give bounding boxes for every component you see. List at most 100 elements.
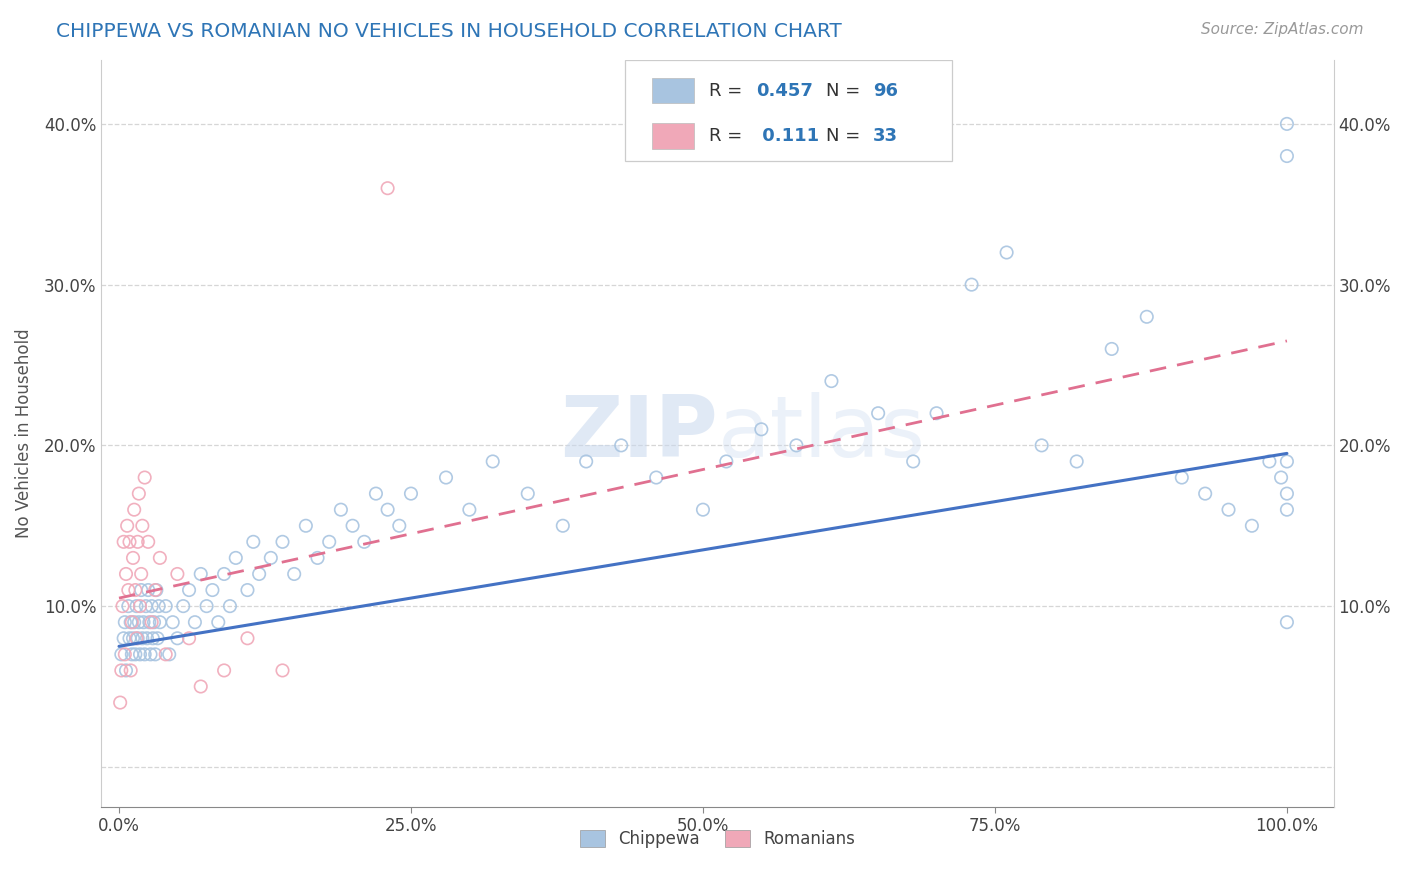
FancyBboxPatch shape [652, 78, 695, 103]
Point [129, 599, 152, 614]
Point [120, 615, 142, 630]
Point [481, 454, 503, 468]
Point [155, 599, 177, 614]
Text: CHIPPEWA VS ROMANIAN NO VEHICLES IN HOUSEHOLD CORRELATION CHART: CHIPPEWA VS ROMANIAN NO VEHICLES IN HOUS… [56, 22, 842, 41]
Point [960, 277, 983, 292]
Point [901, 454, 924, 468]
Point [1275, 117, 1298, 131]
Point [129, 566, 152, 581]
Point [135, 599, 157, 614]
Point [124, 648, 146, 662]
Point [134, 648, 156, 662]
Point [118, 534, 141, 549]
Point [219, 599, 242, 614]
Point [110, 664, 132, 678]
Point [128, 615, 150, 630]
Point [1218, 502, 1240, 516]
Point [114, 648, 136, 662]
Point [1101, 342, 1123, 356]
Point [283, 566, 305, 581]
Point [1240, 518, 1263, 533]
Point [149, 550, 172, 565]
Point [716, 454, 738, 468]
Point [111, 599, 134, 614]
Point [212, 664, 235, 678]
FancyBboxPatch shape [652, 123, 695, 149]
Point [1136, 310, 1159, 324]
Point [201, 582, 224, 597]
Point [318, 534, 340, 549]
Point [122, 550, 145, 565]
Point [377, 502, 399, 516]
Point [127, 534, 149, 549]
Point [329, 502, 352, 516]
Point [143, 582, 166, 597]
Point [122, 632, 145, 646]
Point [122, 615, 145, 630]
Point [166, 566, 188, 581]
Point [551, 518, 574, 533]
Point [295, 518, 318, 533]
Text: R =: R = [709, 82, 748, 100]
Point [148, 599, 170, 614]
Point [1031, 438, 1053, 452]
Point [399, 486, 422, 500]
Point [271, 534, 294, 549]
Point [177, 632, 200, 646]
Point [157, 648, 180, 662]
Point [129, 582, 152, 597]
Text: 0.111: 0.111 [756, 127, 818, 145]
Point [146, 632, 169, 646]
Point [1275, 615, 1298, 630]
Point [131, 632, 153, 646]
Point [1275, 486, 1298, 500]
Point [149, 615, 172, 630]
Point [260, 550, 283, 565]
Point [124, 582, 146, 597]
Point [166, 632, 188, 646]
Point [162, 615, 184, 630]
Point [120, 664, 142, 678]
Point [190, 566, 212, 581]
Point [136, 632, 159, 646]
Text: N =: N = [825, 82, 866, 100]
Text: 0.457: 0.457 [756, 82, 813, 100]
Point [138, 615, 160, 630]
Point [142, 632, 165, 646]
Point [141, 599, 163, 614]
Text: 33: 33 [873, 127, 898, 145]
Point [1066, 454, 1088, 468]
Point [136, 534, 159, 549]
Point [125, 632, 148, 646]
Text: atlas: atlas [717, 392, 925, 475]
Point [925, 406, 948, 420]
Point [114, 615, 136, 630]
Point [190, 680, 212, 694]
Point [118, 632, 141, 646]
Point [112, 632, 135, 646]
Point [645, 470, 668, 484]
Y-axis label: No Vehicles in Household: No Vehicles in Household [15, 328, 32, 538]
Point [155, 648, 177, 662]
Point [127, 632, 149, 646]
Point [139, 648, 162, 662]
Point [177, 582, 200, 597]
Point [751, 422, 773, 436]
Point [195, 599, 218, 614]
Point [117, 582, 139, 597]
Point [128, 486, 150, 500]
Point [117, 599, 139, 614]
Point [434, 470, 457, 484]
Text: R =: R = [709, 127, 748, 145]
Point [121, 615, 143, 630]
Point [131, 518, 153, 533]
Point [143, 648, 166, 662]
Point [342, 518, 364, 533]
Point [207, 615, 229, 630]
Point [115, 664, 138, 678]
Point [236, 632, 259, 646]
Point [225, 550, 247, 565]
Point [377, 181, 399, 195]
Text: 96: 96 [873, 82, 898, 100]
Point [516, 486, 538, 500]
